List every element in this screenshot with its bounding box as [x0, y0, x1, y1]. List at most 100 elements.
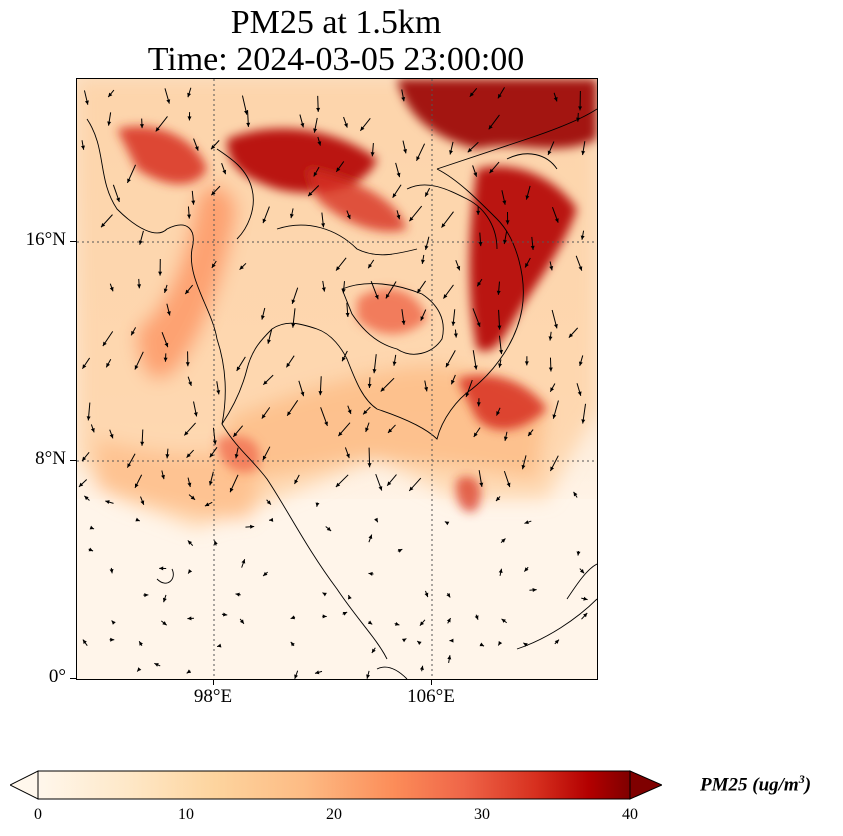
map-panel: [76, 78, 598, 680]
wind-arrow-head: [81, 145, 85, 150]
wind-arrow-head: [163, 357, 168, 362]
wind-arrow-head: [188, 569, 193, 574]
wind-arrow-head: [553, 324, 558, 329]
wind-arrow-head: [209, 452, 214, 458]
wind-arrow-head: [477, 281, 482, 287]
wind-arrow-head: [420, 259, 425, 264]
wind-arrow-head: [497, 325, 502, 330]
wind-arrow-head: [260, 315, 265, 320]
wind-arrow-head: [347, 595, 352, 600]
wind-arrow-head: [110, 637, 115, 642]
wind-arrow-head: [188, 381, 192, 386]
wind-arrow-head: [287, 411, 292, 416]
wind-arrow-head: [441, 223, 446, 228]
wind-arrow-head: [497, 93, 502, 99]
wind-arrow-head: [165, 454, 170, 459]
lon-label-106e: 106°E: [407, 686, 455, 707]
wind-arrow-head: [294, 479, 299, 484]
wind-arrow-head: [139, 641, 143, 646]
wind-arrow-head: [267, 339, 271, 344]
wind-arrow-head: [425, 192, 429, 197]
wind-arrow-head: [109, 433, 114, 439]
wind-arrow-head: [524, 520, 529, 525]
wind-arrow-head: [498, 363, 503, 368]
wind-arrow-head: [342, 356, 346, 362]
wind-arrow-head: [190, 495, 196, 500]
wind-arrow-head: [163, 288, 168, 293]
wind-arrow-head: [360, 126, 365, 131]
wind-arrow-head: [233, 432, 238, 437]
wind-arrow-head: [208, 481, 213, 486]
wind-arrow-head: [401, 320, 406, 325]
wind-arrow-head: [187, 616, 192, 621]
wind-arrow-head: [583, 612, 588, 618]
wind-arrow-head: [84, 495, 89, 501]
wind-arrow-head: [554, 639, 559, 644]
wind-arrow-head: [547, 150, 552, 155]
wind-arrow-head: [366, 674, 371, 679]
wind-arrow-head: [140, 500, 145, 505]
wind-arrow-head: [291, 299, 296, 304]
wind-arrow-head: [239, 619, 244, 624]
wind-arrow-head: [213, 540, 218, 545]
wind-arrow-head: [473, 365, 478, 370]
wind-arrow-head: [263, 571, 268, 576]
wind-arrow-head: [216, 390, 221, 395]
wind-arrow-head: [134, 483, 139, 488]
wind-arrow-head: [530, 245, 535, 250]
wind-arrow-head: [417, 640, 422, 645]
wind-arrow-head: [524, 567, 529, 572]
wind-arrow-head: [187, 116, 192, 121]
wind-arrow-head: [498, 568, 503, 574]
wind-arrow-head: [105, 500, 110, 505]
wind-arrow-head: [102, 341, 107, 347]
wind-arrow-head: [473, 172, 478, 177]
wind-arrow-head: [550, 466, 555, 471]
wind-arrow-head: [266, 500, 271, 505]
wind-arrow-head: [321, 223, 326, 228]
wind-arrow-head: [187, 482, 192, 487]
wind-arrow-head: [581, 150, 586, 156]
wind-arrow-head: [212, 440, 217, 445]
wind-arrow-head: [396, 214, 401, 220]
wind-arrow-head: [346, 214, 351, 220]
wind-arrow-head: [503, 239, 507, 245]
wind-arrow-head: [109, 569, 114, 574]
wind-arrow-head: [335, 482, 341, 487]
wind-arrow-head: [322, 592, 327, 597]
wind-arrow-head: [479, 482, 484, 487]
wind-arrow-head: [401, 96, 406, 102]
wind-arrow-head: [478, 241, 483, 247]
wind-arrow-head: [217, 643, 222, 648]
wind-arrow-head: [469, 92, 474, 97]
wind-arrow-head: [316, 107, 321, 112]
wind-arrow-head: [419, 621, 425, 626]
wind-arrow-head: [576, 551, 581, 556]
wind-arrow-head: [476, 402, 481, 407]
wind-arrow-head: [395, 621, 400, 626]
wind-arrow-head: [223, 612, 228, 617]
wind-arrow-head: [548, 367, 553, 372]
wind-arrow-head: [166, 99, 171, 104]
wind-arrow-head: [186, 669, 192, 674]
wind-arrow-head: [137, 284, 142, 289]
colorbar-label: PM25 (ug/m3): [700, 772, 812, 796]
wind-arrow-head: [161, 474, 165, 480]
wind-arrow-head: [501, 538, 506, 543]
wind-arrow-head: [210, 144, 216, 150]
wind-arrow-head: [90, 427, 95, 433]
wind-arrow-head: [144, 593, 149, 598]
wind-arrow-head: [324, 421, 328, 426]
wind-arrow-head: [521, 464, 526, 470]
wind-arrow-head: [234, 453, 239, 459]
wind-arrow-head: [318, 391, 323, 396]
wind-arrow-head: [474, 615, 479, 620]
wind-arrow-head: [211, 190, 216, 196]
wind-arrow-head: [447, 655, 452, 660]
wind-arrow-head: [453, 333, 458, 338]
wind-arrow-head: [269, 517, 274, 522]
colorbar: [8, 770, 664, 800]
colorbar-tick-10: 10: [178, 806, 194, 823]
wind-arrow-head: [162, 597, 167, 603]
wind-arrow-head: [194, 146, 199, 151]
